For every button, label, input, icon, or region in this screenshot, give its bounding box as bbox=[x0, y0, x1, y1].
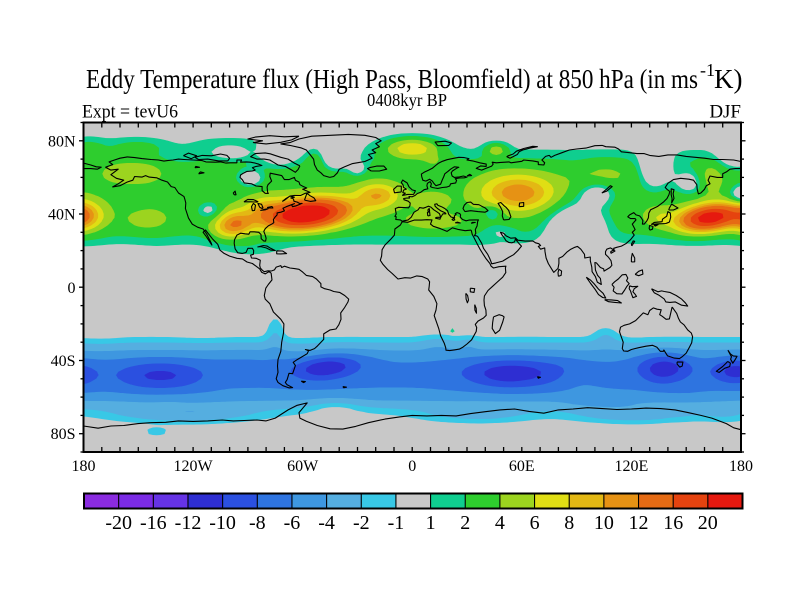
svg-text:-4: -4 bbox=[318, 512, 335, 534]
svg-text:DJF: DJF bbox=[709, 102, 741, 123]
svg-text:-1: -1 bbox=[388, 512, 405, 534]
svg-text:20: 20 bbox=[698, 512, 718, 534]
svg-text:60E: 60E bbox=[509, 458, 535, 475]
svg-text:10: 10 bbox=[594, 512, 614, 534]
svg-text:-6: -6 bbox=[284, 512, 301, 534]
svg-text:1: 1 bbox=[426, 512, 436, 534]
svg-text:120W: 120W bbox=[174, 458, 214, 475]
svg-text:80S: 80S bbox=[51, 426, 76, 443]
svg-text:-16: -16 bbox=[140, 512, 167, 534]
svg-text:180: 180 bbox=[729, 458, 753, 475]
svg-text:60W: 60W bbox=[287, 458, 319, 475]
svg-text:-1: -1 bbox=[700, 60, 715, 80]
svg-text:6: 6 bbox=[530, 512, 540, 534]
svg-text:120E: 120E bbox=[615, 458, 649, 475]
svg-text:40S: 40S bbox=[51, 353, 76, 370]
svg-text:K): K) bbox=[714, 64, 743, 94]
svg-text:-8: -8 bbox=[249, 512, 266, 534]
svg-text:2: 2 bbox=[460, 512, 470, 534]
svg-text:0: 0 bbox=[68, 280, 76, 297]
svg-text:0: 0 bbox=[408, 458, 416, 475]
svg-text:Expt = tevU6: Expt = tevU6 bbox=[82, 102, 178, 123]
svg-text:-10: -10 bbox=[209, 512, 236, 534]
svg-text:0408kyr BP: 0408kyr BP bbox=[367, 90, 447, 110]
svg-text:8: 8 bbox=[564, 512, 574, 534]
svg-text:-2: -2 bbox=[353, 512, 370, 534]
svg-text:40N: 40N bbox=[48, 207, 76, 224]
svg-text:Eddy Temperature flux (High Pa: Eddy Temperature flux (High Pass, Bloomf… bbox=[86, 64, 698, 94]
svg-text:12: 12 bbox=[629, 512, 649, 534]
svg-text:180: 180 bbox=[72, 458, 96, 475]
svg-text:-12: -12 bbox=[175, 512, 202, 534]
svg-text:-20: -20 bbox=[105, 512, 132, 534]
svg-text:16: 16 bbox=[663, 512, 683, 534]
svg-text:80N: 80N bbox=[48, 133, 76, 150]
svg-text:4: 4 bbox=[495, 512, 505, 534]
